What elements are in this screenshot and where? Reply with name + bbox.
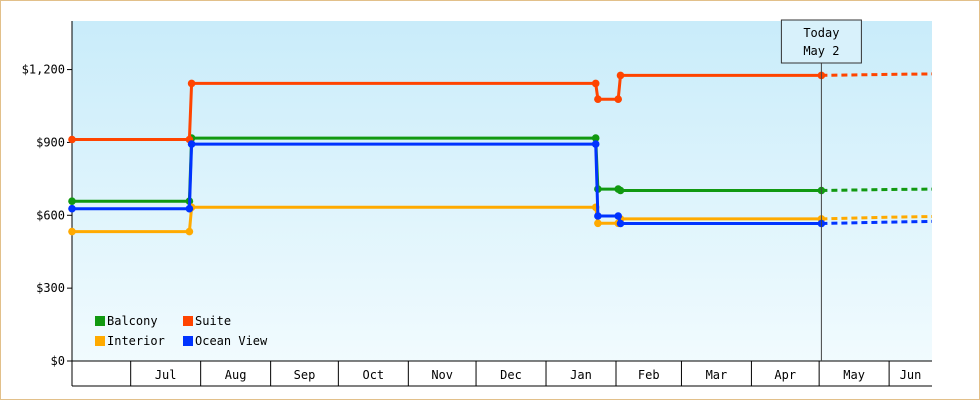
data-point xyxy=(591,79,600,88)
x-tick-label: Oct xyxy=(362,368,384,382)
data-point xyxy=(185,204,194,213)
y-tick-label: $600 xyxy=(36,208,65,222)
legend-label: Suite xyxy=(195,314,231,328)
x-tick-label: May xyxy=(843,368,865,382)
series-suite xyxy=(68,71,933,144)
data-point xyxy=(594,95,602,103)
x-tick-label: Nov xyxy=(431,368,453,382)
today-label: Today xyxy=(803,26,839,40)
series-line xyxy=(70,73,823,141)
x-tick-label: Sep xyxy=(294,368,316,382)
legend-item: Interior xyxy=(95,334,165,348)
data-point xyxy=(616,186,625,195)
data-point xyxy=(68,204,76,213)
today-box xyxy=(780,19,862,64)
data-point xyxy=(68,227,76,236)
data-point xyxy=(187,140,196,148)
today-date-label: May 2 xyxy=(803,44,839,58)
data-point xyxy=(185,227,194,236)
legend-swatch xyxy=(183,336,193,346)
series-layer xyxy=(68,71,933,236)
x-tick-label: Jun xyxy=(900,368,922,382)
series-projection-line xyxy=(821,187,933,192)
data-point xyxy=(594,219,602,228)
x-tick-label: Apr xyxy=(774,368,796,382)
x-tick-label: Feb xyxy=(638,368,660,382)
chart-axes: $0 $300 $600 $900 $1,200 Jul Aug Sep Oct Nov Dec Ja… xyxy=(22,21,932,387)
legend-swatch xyxy=(183,316,193,326)
legend-item: Suite xyxy=(183,314,231,328)
x-tick-label: Dec xyxy=(500,368,522,382)
legend-label: Balcony xyxy=(107,314,158,328)
legend-swatch xyxy=(95,336,105,346)
series-projection-line xyxy=(821,219,933,225)
x-tick-label: Jul xyxy=(155,368,177,382)
legend-label: Interior xyxy=(107,334,165,348)
data-point xyxy=(614,212,622,220)
legend-swatch xyxy=(95,316,105,326)
legend-item: Ocean View xyxy=(183,334,268,348)
data-point xyxy=(68,135,76,144)
y-tick-label: $1,200 xyxy=(22,63,65,77)
data-point xyxy=(591,140,600,148)
legend-item: Balcony xyxy=(95,314,158,328)
data-point xyxy=(594,212,602,220)
data-point xyxy=(616,219,625,228)
data-point xyxy=(591,134,600,142)
chart-legend: Balcony Suite Interior Ocean View xyxy=(95,314,268,348)
x-tick-label: Mar xyxy=(706,368,728,382)
y-tick-label: $900 xyxy=(36,135,65,149)
x-tick-label: Jan xyxy=(570,368,592,382)
series-projection-line xyxy=(821,215,933,221)
data-point xyxy=(187,79,196,88)
y-tick-label: $300 xyxy=(36,281,65,295)
series-projection-line xyxy=(821,72,933,77)
x-tick-label: Aug xyxy=(225,368,247,382)
legend-label: Ocean View xyxy=(195,334,268,348)
y-tick-label: $0 xyxy=(51,354,65,368)
today-marker: Today May 2 xyxy=(780,19,862,361)
data-point xyxy=(616,71,625,80)
data-point xyxy=(614,95,622,103)
data-point xyxy=(68,197,76,205)
